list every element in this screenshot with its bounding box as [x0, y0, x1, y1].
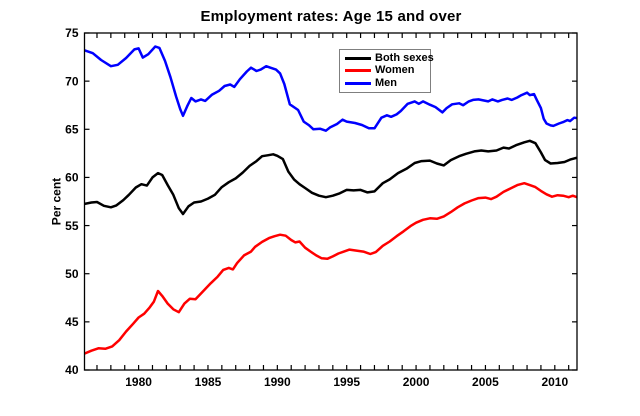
legend-entry-women: Women: [340, 65, 430, 77]
y-tick-label: 45: [65, 315, 79, 329]
x-tick-label: 1995: [333, 375, 360, 389]
x-tick-label: 1980: [125, 375, 152, 389]
axis-box: [83, 32, 578, 371]
series-line-women: [84, 181, 577, 355]
chart-title: Employment rates: Age 15 and over: [200, 8, 462, 25]
x-tick-label: 1990: [264, 375, 291, 389]
y-tick-label: 40: [65, 363, 79, 377]
y-tick-label: 60: [65, 171, 79, 185]
x-tick-label: 2000: [403, 375, 430, 389]
legend-entry-both-sexes: Both sexes: [340, 52, 434, 64]
legend-line-both-sexes-icon: [345, 56, 371, 60]
y-tick-label: 75: [65, 26, 79, 40]
series-line-men: [84, 45, 577, 132]
legend-line-women-icon: [345, 69, 371, 73]
y-tick-label: 70: [65, 74, 79, 88]
legend: Both sexes Women Men: [339, 49, 434, 93]
y-tick-label: 50: [65, 267, 79, 281]
legend-line-men-icon: [345, 82, 371, 86]
legend-label-both-sexes: Both sexes: [375, 51, 434, 64]
legend-label-men: Men: [375, 77, 397, 90]
legend-entry-men: Men: [340, 78, 430, 90]
x-tick-label: 2010: [541, 375, 568, 389]
legend-label-women: Women: [375, 64, 415, 77]
x-tick-label: 1985: [195, 375, 222, 389]
x-tick-label: 2005: [472, 375, 499, 389]
y-tick-label: 55: [65, 219, 79, 233]
y-tick-label: 65: [65, 123, 79, 137]
y-axis-label: Per cent: [49, 177, 64, 226]
series-line-both-sexes: [84, 139, 577, 216]
